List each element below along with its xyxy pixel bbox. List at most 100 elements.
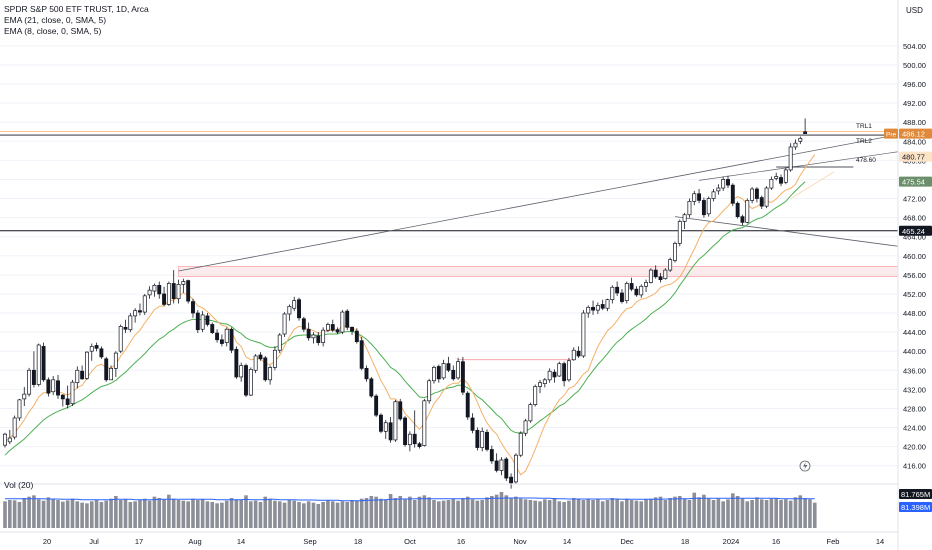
volume-legend[interactable]: Vol (20) [4,480,34,490]
volume-bar [157,498,162,528]
volume-bar [186,501,190,528]
time-tick-label: Dec [620,537,634,546]
volume-bar [287,500,292,528]
candle-body [436,366,441,380]
volume-bar [567,500,571,528]
candle-body [388,422,393,441]
legend-symbol[interactable]: SPDR S&P 500 ETF TRUST, 1D, Arca [4,4,149,14]
time-tick-label: Nov [513,537,527,546]
candle-body [22,393,27,400]
candle-body [41,346,46,381]
volume-bar [41,500,46,528]
candle-body [162,293,167,305]
candle-body [701,200,706,216]
volume-bar [306,501,311,528]
candle-body [89,346,94,352]
time-tick-label: 18 [354,537,362,546]
time-tick-label: 16 [772,537,780,546]
candle-body [605,299,610,309]
legend-ema8[interactable]: EMA (8, close, 0, SMA, 5) [4,26,102,36]
volume-bar [812,502,817,528]
candle-body [754,188,759,199]
volume-bar [596,498,600,528]
volume-bar [104,500,109,528]
candle-body [176,284,181,300]
candle-body [113,352,118,369]
volume-bar [557,501,562,528]
candle-body [759,197,764,207]
candle-body [297,299,301,319]
volume-bar [403,499,407,528]
volume-bar [118,500,123,528]
candle-body [118,326,123,352]
candle-body [571,349,576,361]
time-axis[interactable]: 20 Jul 17 Aug 14 Sep 18 Oct 16 Nov 14 Dec 18 2024 16 Fe… [0,531,898,546]
price-label-box [899,128,932,139]
candle-body [644,282,649,287]
price-label-text: 486.12 [902,130,925,139]
price-tick-label: 436.00 [903,366,926,375]
volume-bar [649,498,653,528]
volume-bar [297,502,301,528]
price-axis[interactable]: 416.00 420.00 424.00 428.00 432.00 436.00 440.… [897,0,926,550]
price-tick-label: 484.00 [903,137,926,146]
candle-body [475,430,480,448]
volume-bar [605,500,610,528]
candle-body [774,176,779,179]
volume-bar [552,498,557,528]
volume-bar [509,498,513,528]
currency-label[interactable]: USD [906,6,923,15]
candle-body [783,169,788,183]
candle-body [663,269,668,280]
candle-body [123,326,128,330]
candle-body [229,328,234,351]
volume-bar [678,496,682,528]
candle-body [576,350,581,357]
candle-body [268,367,273,381]
volume-bar [653,497,658,528]
trendline-annotation: TRL2 [856,138,872,145]
candle-body [687,201,692,216]
volume-bar [234,499,239,528]
volume-bar [600,501,605,528]
lightning-bolt-icon [803,462,808,470]
candle-body [282,313,287,335]
candle-body [147,289,152,296]
volume-bar [70,498,75,528]
candle-body [740,216,745,223]
volume-bar [427,497,431,528]
legend-ema21[interactable]: EMA (21, close, 0, SMA, 5) [4,15,107,25]
volume-bar [682,498,687,528]
volume-label-text: 81.398M [901,503,930,512]
candle-body [494,460,499,471]
price-tick-label: 500.00 [903,61,926,70]
candle-body [215,332,220,341]
candle-body [210,324,215,333]
candle-body [673,243,677,261]
price-label-text: 465.24 [902,227,925,236]
volume-bar [32,495,36,528]
volume-bar [263,496,268,528]
volume-bar [196,500,200,528]
volume-bar [793,497,798,528]
supply-zone [178,266,899,278]
volume-bar [147,500,152,528]
candle-body [803,131,808,134]
candle-body [711,191,716,199]
volume-bar [759,499,764,528]
fade-line [790,171,835,199]
candle-body [12,417,17,438]
candle-body [330,324,335,331]
chart-extras: TRL1 TRL2 478.60 [799,123,876,472]
candle-body [793,142,798,148]
volume-bar [441,500,446,528]
volume-bar [191,498,195,528]
candle-body [499,459,504,471]
candle-body [306,328,311,339]
candle-body [706,198,711,215]
volume-bar [89,501,94,528]
volume-bar [200,499,205,528]
time-tick-label: 2024 [723,537,740,546]
candle-body [258,354,263,360]
